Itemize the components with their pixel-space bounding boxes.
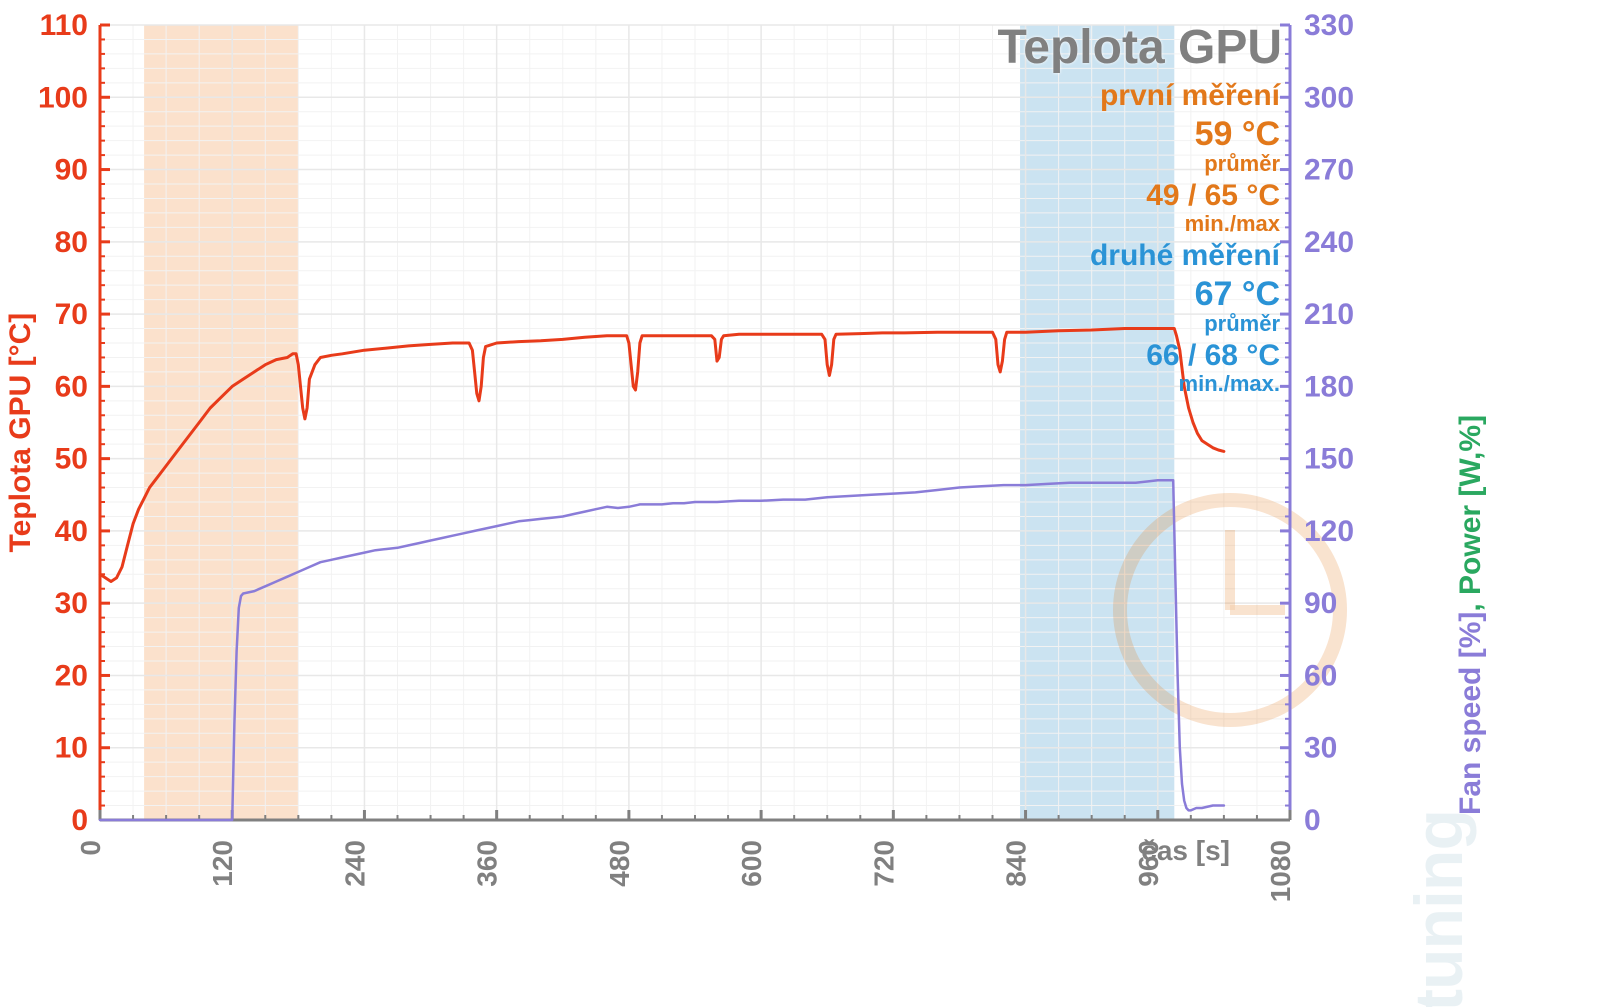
y-right-tick: 90: [1304, 587, 1337, 620]
band-first: [144, 25, 298, 820]
y-right-tick: 0: [1304, 804, 1321, 837]
band-second: [1020, 25, 1174, 820]
annotation-avg-label: průměr: [1204, 151, 1280, 176]
y-right-tick: 120: [1304, 515, 1354, 548]
y-right-tick: 210: [1304, 298, 1354, 331]
annotation-avg: 67 °C: [1195, 275, 1280, 313]
x-tick: 480: [604, 840, 635, 887]
annotation-avg: 59 °C: [1195, 115, 1280, 153]
y-right-tick: 30: [1304, 732, 1337, 765]
annotation-range-label: min./max.: [1179, 371, 1280, 396]
y-right-tick: 180: [1304, 370, 1354, 403]
x-tick: 360: [472, 840, 503, 887]
y-right-tick: 300: [1304, 81, 1354, 114]
y-left-tick: 100: [38, 81, 88, 114]
x-label: čas [s]: [1141, 835, 1230, 866]
y-right-label: Fan speed [%], Power [W,%]: [1454, 415, 1487, 815]
y-left-tick: 0: [71, 804, 88, 837]
y-left-tick: 10: [55, 732, 88, 765]
x-tick: 720: [868, 840, 899, 887]
y-left-tick: 80: [55, 226, 88, 259]
x-tick: 1080: [1265, 840, 1296, 902]
y-left-tick: 50: [55, 443, 88, 476]
x-tick: 0: [75, 840, 106, 856]
svg-text:pctuning: pctuning: [1401, 810, 1477, 1007]
y-left-tick: 20: [55, 659, 88, 692]
y-right-tick: 240: [1304, 226, 1354, 259]
x-tick: 840: [1001, 840, 1032, 887]
y-left-tick: 40: [55, 515, 88, 548]
y-left-label: Teplota GPU [°C]: [4, 313, 37, 553]
annotation-range-label: min./max: [1185, 211, 1281, 236]
gpu-temperature-chart: pctuning 0 10 20 30 40 50 60 70 80 90 100 110 0 30 60 90…: [0, 0, 1600, 1007]
x-tick: 120: [207, 840, 238, 887]
y-right-tick: 270: [1304, 154, 1354, 187]
y-right-tick: 60: [1304, 659, 1337, 692]
y-left-tick: 110: [40, 9, 88, 42]
annotation-range: 66 / 68 °C: [1146, 339, 1280, 372]
x-tick: 600: [736, 840, 767, 887]
y-left-tick: 60: [55, 370, 88, 403]
x-tick: 240: [339, 840, 370, 887]
y-left-tick: 90: [55, 154, 88, 187]
annotation-title: druhé měření: [1090, 239, 1282, 272]
chart-title: Teplota GPU: [998, 21, 1282, 74]
y-left-tick: 70: [55, 298, 88, 331]
y-right-tick: 330: [1304, 9, 1354, 42]
y-right-tick: 150: [1304, 443, 1354, 476]
annotation-title: první měření: [1100, 79, 1282, 112]
y-left-tick: 30: [55, 587, 88, 620]
annotation-avg-label: průměr: [1204, 311, 1280, 336]
annotation-range: 49 / 65 °C: [1146, 179, 1280, 212]
